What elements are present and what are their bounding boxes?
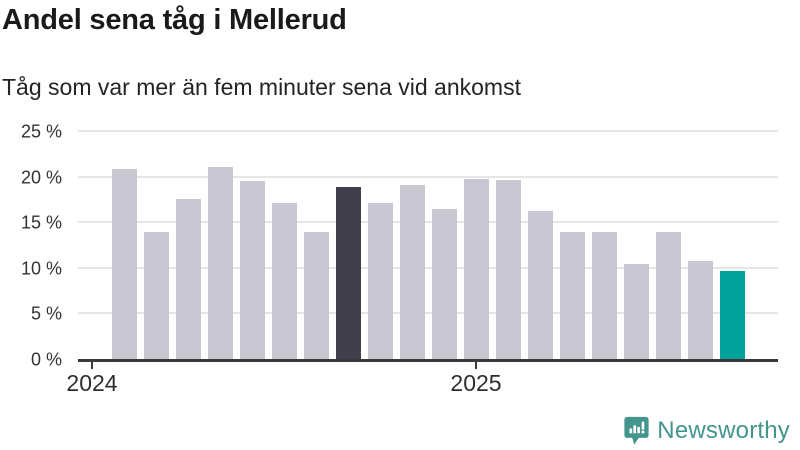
gridline [78,175,778,178]
y-axis-label: 25 % [20,121,62,142]
bar-2024-11 [399,184,425,359]
x-axis-tick [91,361,93,369]
gridline [78,221,778,224]
y-axis-label: 10 % [20,258,62,279]
x-axis-tick [475,361,477,369]
gridline [78,130,778,132]
bar-2024-04 [175,198,201,359]
bar-2024-05 [207,167,233,359]
y-axis-label: 5 % [30,303,62,324]
bar-2025-04 [559,232,585,359]
bar-2025-05 [591,232,617,359]
x-axis-label: 2024 [66,370,118,396]
bar-2024-07 [271,203,297,359]
newsworthy-icon [624,416,649,445]
bar-2024-10 [367,203,393,359]
bar-2025-03 [527,211,553,359]
bar-2024-03 [143,232,169,359]
bar-2025-02 [495,180,521,359]
bar-2025-01 [463,179,489,359]
bar-2025-07 [655,232,681,359]
plot-area: 0 % 5 % 10 % 15 % 20 % 25 % 2024 2025 [21,122,778,396]
x-axis-label: 2025 [450,370,502,396]
chart-title: Andel sena tåg i Mellerud [2,4,347,36]
bar-2024-12 [431,208,457,359]
y-axis-label: 0 % [30,349,62,370]
gridline [78,266,778,269]
gridline [78,312,778,315]
newsworthy-logo: Newsworthy [624,416,790,445]
bar-2025-09 [719,270,745,359]
bar-2025-06 [623,264,649,359]
bar-2024-06 [239,181,265,359]
y-axis-label: 15 % [20,212,62,233]
bar-2024-09 [335,186,361,359]
bar-2024-02 [111,169,137,359]
bar-2025-08 [687,260,713,359]
newsworthy-wordmark: Newsworthy [657,416,790,444]
y-axis-label: 20 % [20,167,62,188]
bar-2024-08 [303,232,329,359]
chart-subtitle: Tåg som var mer än fem minuter sena vid … [2,74,521,100]
